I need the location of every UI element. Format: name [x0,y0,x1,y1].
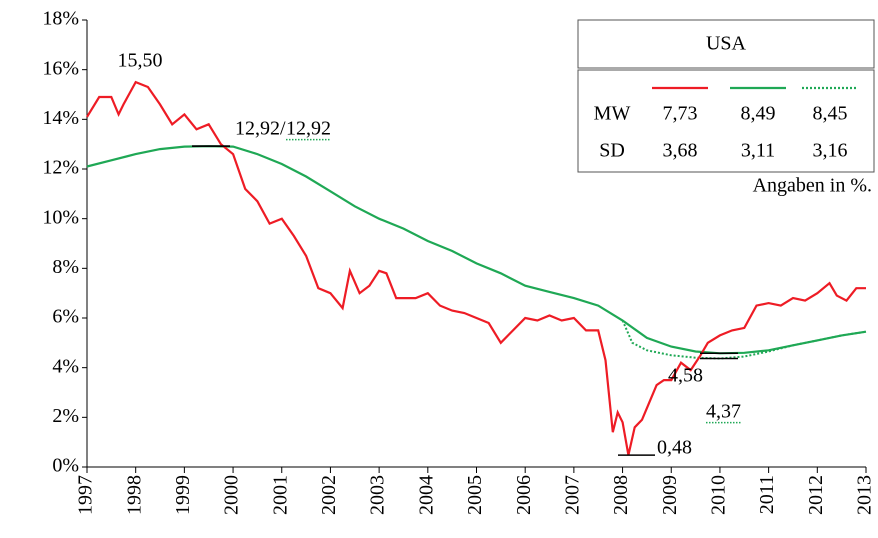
table-row-label: SD [599,140,625,162]
x-tick-label: 1999 [172,475,194,515]
table-cell: 7,73 [663,103,698,125]
y-tick-label: 0% [52,455,79,477]
table-cell: 8,49 [741,103,776,125]
note: Angaben in %. [753,175,872,197]
annotation: 12,92 [286,118,331,140]
x-tick-label: 2007 [561,475,583,515]
x-tick-label: 2006 [513,475,535,515]
annotation: 15,50 [118,50,163,72]
series-line [86,145,867,355]
y-tick-label: 14% [42,107,79,129]
x-tick-label: 2000 [221,475,243,515]
x-tick-label: 2009 [659,475,681,515]
annotation-separator: / [280,118,286,140]
table-title: USA [706,33,747,55]
x-tick-label: 2011 [756,475,778,514]
y-tick-label: 8% [52,256,79,278]
x-tick-label: 2010 [708,475,730,515]
y-tick-label: 4% [52,355,79,377]
y-tick-label: 2% [52,405,79,427]
table-cell: 3,11 [741,140,775,162]
y-tick-label: 6% [52,306,79,328]
table-row-label: MW [594,103,631,125]
table-header-box [577,19,875,69]
annotation: 0,48 [657,437,692,459]
x-tick-label: 2005 [464,475,486,515]
annotation: 4,37 [706,401,741,423]
x-tick-label: 2001 [269,475,291,515]
x-tick-label: 1997 [75,475,97,515]
annotation: 12,92 [235,118,280,140]
x-tick-label: 2012 [805,475,827,515]
x-tick-label: 2008 [610,475,632,515]
y-tick-label: 18% [42,8,79,30]
annotation: 4,58 [668,365,703,387]
x-tick-label: 1998 [123,475,145,515]
y-tick-label: 16% [42,57,79,79]
y-tick-label: 12% [42,157,79,179]
x-tick-label: 2004 [415,475,437,515]
x-tick-label: 2003 [367,475,389,515]
table-cell: 3,68 [663,140,698,162]
table-cell: 3,16 [813,140,848,162]
table-cell: 8,45 [813,103,848,125]
x-tick-label: 2013 [854,475,876,515]
x-tick-label: 2002 [318,475,340,515]
y-tick-label: 10% [42,206,79,228]
table-box [577,69,875,173]
